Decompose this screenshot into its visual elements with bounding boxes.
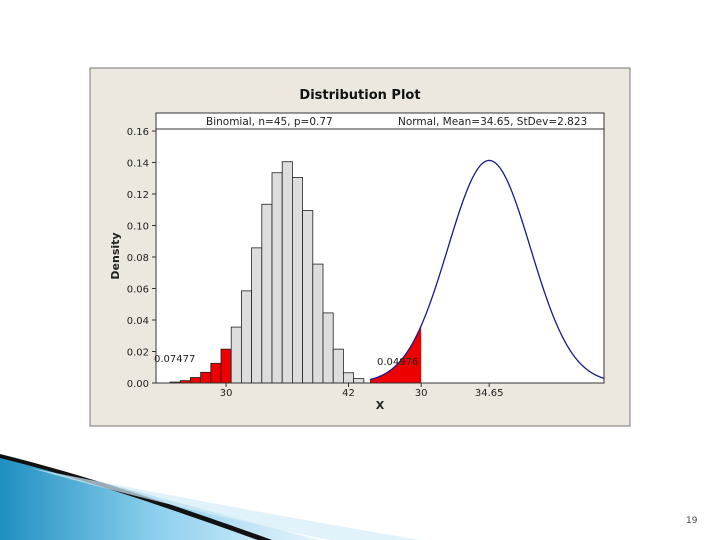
x-tick-label: 34.65 — [475, 388, 504, 399]
binomial-bar — [312, 263, 324, 384]
normal-shaded-label: 0.04976 — [377, 357, 418, 368]
y-tick-label: 0.08 — [127, 253, 149, 264]
binomial-bar — [189, 377, 201, 384]
binomial-bar — [251, 247, 263, 384]
plot-area — [155, 112, 605, 384]
binomial-bar — [302, 210, 314, 384]
y-tick-label: 0.16 — [127, 127, 149, 138]
y-tick-label: 0.02 — [127, 348, 149, 359]
binomial-bar — [261, 203, 273, 384]
binomial-bar — [200, 371, 212, 384]
binomial-bar — [332, 348, 344, 384]
page-number: 19 — [686, 516, 698, 526]
binomial-bar — [240, 290, 252, 384]
legend-entry-binomial: Binomial, n=45, p=0.77 — [206, 116, 333, 128]
y-tick-label: 0.06 — [127, 285, 149, 296]
binomial-bar — [281, 161, 293, 384]
y-tick-label: 0.10 — [127, 222, 149, 233]
binomial-bar — [230, 326, 242, 384]
x-tick-label: 30 — [220, 388, 233, 399]
binomial-bar — [322, 312, 334, 384]
y-tick-label: 0.00 — [127, 379, 149, 390]
binomial-bar — [342, 372, 354, 384]
binomial-shaded-label: 0.07477 — [154, 354, 195, 365]
legend-entry-normal: Normal, Mean=34.65, StDev=2.823 — [398, 116, 587, 128]
binomial-bar — [291, 177, 303, 384]
normal-curve — [369, 159, 605, 381]
y-axis-label: Density — [109, 232, 122, 279]
binomial-bar — [271, 172, 283, 384]
chart-title: Distribution Plot — [299, 88, 420, 103]
binomial-bar — [353, 378, 365, 384]
y-tick-label: 0.14 — [127, 159, 149, 170]
binomial-bar — [210, 362, 222, 384]
normal-shaded-area — [370, 325, 422, 383]
x-tick-label: 42 — [342, 388, 355, 399]
x-axis-label: X — [376, 399, 385, 412]
y-tick-label: 0.04 — [127, 316, 149, 327]
binomial-bar — [220, 348, 232, 384]
swoosh-black — [0, 454, 272, 540]
x-tick-label: 30 — [415, 388, 428, 399]
y-tick-label: 0.12 — [127, 190, 149, 201]
